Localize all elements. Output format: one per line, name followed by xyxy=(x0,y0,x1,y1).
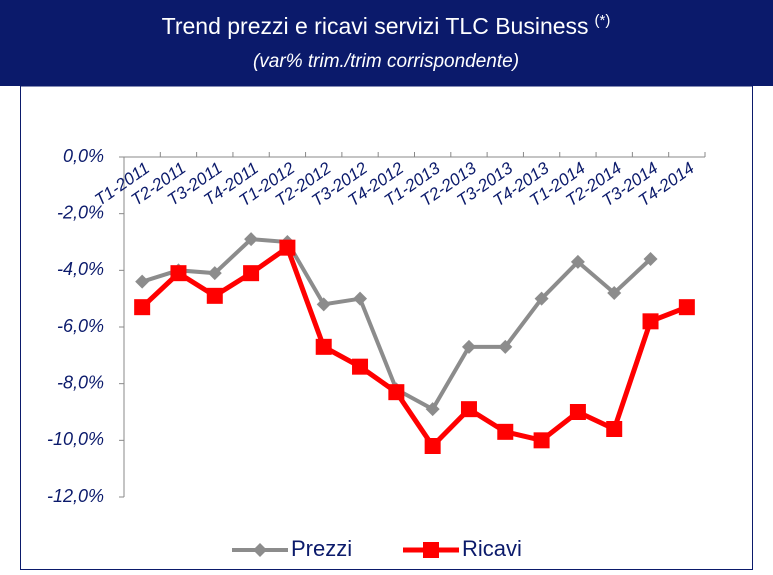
point xyxy=(352,358,369,375)
point xyxy=(243,265,260,282)
y-tick-label: -8,0% xyxy=(57,372,104,392)
point xyxy=(244,232,259,247)
point xyxy=(460,401,477,418)
y-tick-label: -4,0% xyxy=(57,259,104,279)
point xyxy=(206,287,223,304)
header-band xyxy=(0,0,773,86)
point xyxy=(315,338,332,355)
chart-subtitle: (var% trim./trim corrispondente) xyxy=(253,51,519,72)
point xyxy=(533,432,550,449)
point xyxy=(134,299,151,316)
point xyxy=(606,421,623,437)
legend-marker xyxy=(423,542,439,558)
point xyxy=(316,297,331,312)
point xyxy=(570,254,585,269)
point xyxy=(642,313,659,330)
point xyxy=(497,423,514,440)
point xyxy=(207,266,222,281)
point xyxy=(569,404,586,420)
y-tick-label: 0,0% xyxy=(63,146,104,166)
legend-marker xyxy=(253,543,267,557)
point xyxy=(607,286,622,300)
point xyxy=(279,239,296,256)
legend-label: Prezzi xyxy=(291,536,352,561)
title-note: (*) xyxy=(595,12,611,29)
y-tick-label: -2,0% xyxy=(57,202,104,222)
point xyxy=(678,299,695,316)
point xyxy=(534,291,549,306)
point xyxy=(388,384,405,401)
point xyxy=(425,402,440,417)
chart-title: Trend prezzi e ricavi servizi TLC Busine… xyxy=(162,12,611,39)
y-tick-label: -10,0% xyxy=(47,429,104,449)
chart-frame xyxy=(20,85,753,570)
point xyxy=(498,339,513,354)
point xyxy=(135,274,150,289)
series-line xyxy=(140,243,688,450)
y-tick-label: -6,0% xyxy=(57,316,104,336)
point xyxy=(170,265,187,282)
point xyxy=(353,291,368,306)
y-tick-label: -12,0% xyxy=(47,486,104,506)
point xyxy=(424,438,441,454)
legend-label: Ricavi xyxy=(462,536,522,561)
point xyxy=(461,339,476,354)
point xyxy=(643,252,658,266)
